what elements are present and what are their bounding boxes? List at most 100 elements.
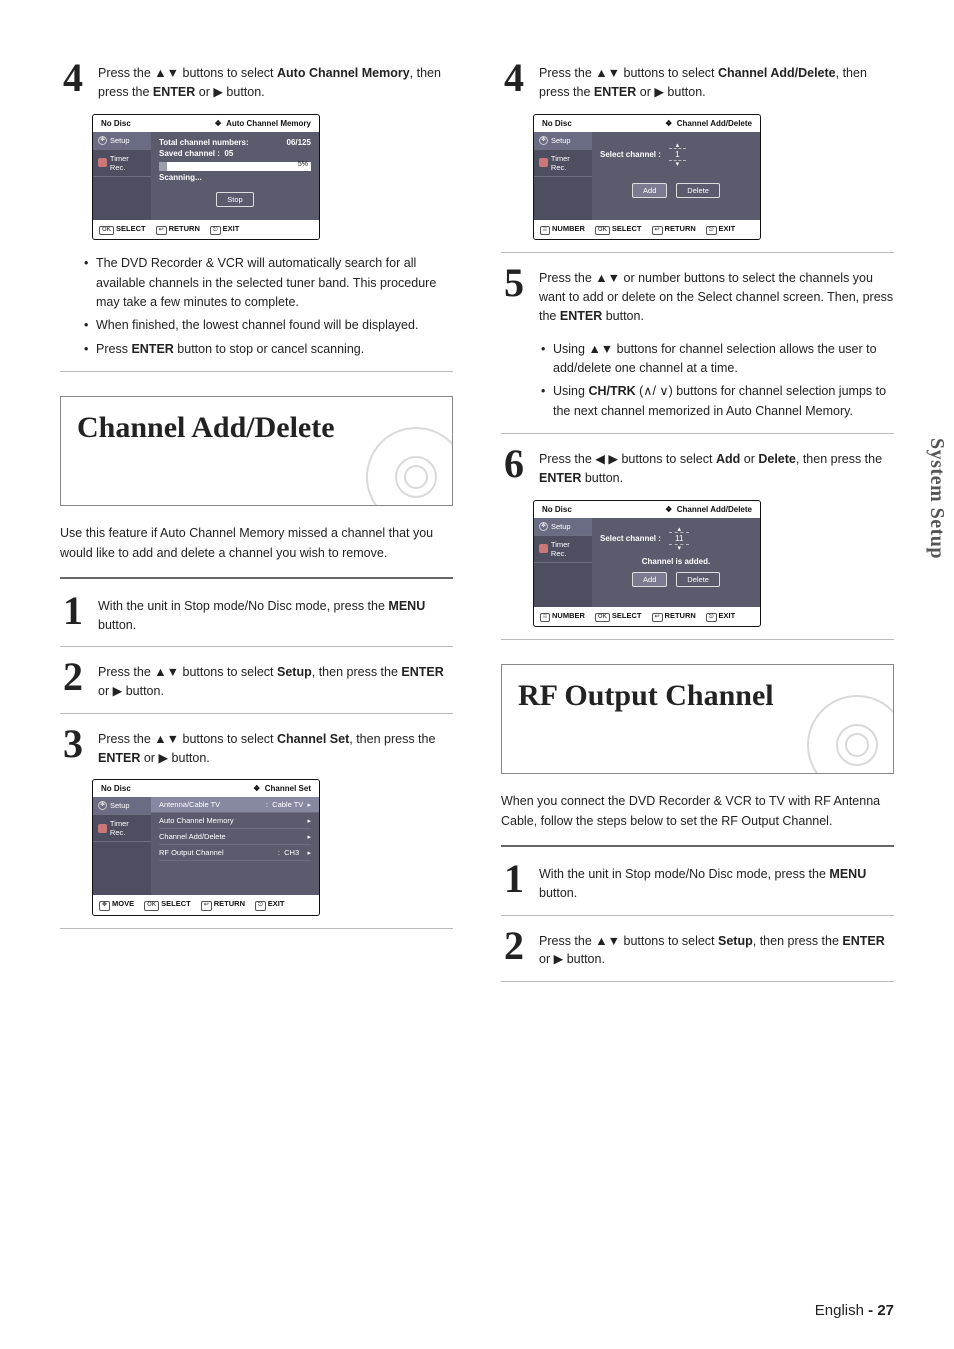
menu-rf-output[interactable]: RF Output Channel : CH3 ▸ — [159, 845, 311, 861]
footer-exit: ⎋EXIT — [210, 224, 239, 236]
status-text: Channel is added. — [642, 557, 710, 566]
text: Press the — [98, 66, 154, 80]
timer-icon — [539, 158, 548, 167]
menu-antenna[interactable]: Antenna/Cable TV : Cable TV ▸ — [151, 797, 319, 813]
label: Select channel : — [600, 534, 661, 543]
osd-channel-set: No Disc ❖ Channel Set ✻Setup Timer Rec. … — [92, 779, 320, 916]
menu-auto-channel[interactable]: Auto Channel Memory▸ — [159, 813, 311, 829]
osd-side-timer: Timer Rec. — [93, 815, 151, 842]
rf-step-2: 2 Press the ▲▼ buttons to select Setup, … — [501, 928, 894, 970]
step5-bullets: Using ▲▼ buttons for channel selection a… — [521, 340, 894, 422]
right-step-4: 4 Press the ▲▼ buttons to select Channel… — [501, 60, 894, 102]
step-body: Press the ▲▼ or number buttons to select… — [539, 265, 894, 325]
step-body: Press the ▲▼ buttons to select Channel S… — [98, 726, 453, 768]
step-number: 6 — [501, 446, 527, 488]
step-number: 4 — [60, 60, 86, 102]
step4-bullets: The DVD Recorder & VCR will automaticall… — [64, 254, 453, 359]
right-column: 4 Press the ▲▼ buttons to select Channel… — [501, 60, 894, 994]
step-body: Press the ▲▼ buttons to select Auto Chan… — [98, 60, 453, 102]
osd-title-right: ❖ Channel Add/Delete — [665, 505, 752, 514]
left-step-1: 1 With the unit in Stop mode/No Disc mod… — [60, 593, 453, 635]
timer-icon — [98, 158, 107, 167]
bullet: The DVD Recorder & VCR will automaticall… — [86, 254, 453, 312]
footer-select: OKSELECT — [144, 899, 191, 911]
bullet: When finished, the lowest channel found … — [86, 316, 453, 335]
value: 06/125 — [287, 138, 311, 147]
osd-title-right: ❖ Channel Set — [253, 784, 311, 793]
delete-button[interactable]: Delete — [676, 572, 720, 587]
footer-return: ↩RETURN — [652, 224, 696, 236]
label: Total channel numbers: — [159, 138, 249, 147]
arrow-icon: ▸ — [307, 833, 311, 841]
step-number: 2 — [501, 928, 527, 970]
step-body: Press the ◀ ▶ buttons to select Add or D… — [539, 446, 894, 488]
footer-return: ↩RETURN — [201, 899, 245, 911]
osd-side-setup: ✻Setup — [93, 132, 151, 150]
left-step-3: 3 Press the ▲▼ buttons to select Channel… — [60, 726, 453, 768]
text: button. — [223, 85, 265, 99]
label: Saved channel : — [159, 149, 220, 158]
step-body: With the unit in Stop mode/No Disc mode,… — [539, 861, 894, 903]
stop-button[interactable]: Stop — [216, 192, 253, 207]
step-body: Press the ▲▼ buttons to select Setup, th… — [98, 659, 453, 701]
arrow-icon: ▸ — [307, 850, 311, 857]
step-body: Press the ▲▼ buttons to select Channel A… — [539, 60, 894, 102]
osd-side-setup: ✻Setup — [534, 518, 592, 536]
footer-return: ↩RETURN — [156, 224, 200, 236]
osd-side-timer: Timer Rec. — [534, 150, 592, 177]
add-button[interactable]: Add — [632, 183, 667, 198]
section-rf-output-channel: RF Output Channel — [501, 664, 894, 774]
osd-title-left: No Disc — [542, 505, 572, 514]
status-text: Scanning... — [159, 173, 202, 182]
progress-percent: 5% — [298, 161, 308, 168]
intro-text: Use this feature if Auto Channel Memory … — [60, 524, 453, 563]
progress-bar: 5% — [159, 162, 311, 171]
channel-number[interactable]: ▴ 11 ▾ — [669, 532, 689, 545]
timer-icon — [98, 824, 107, 833]
osd-title-left: No Disc — [101, 784, 131, 793]
osd-title-left: No Disc — [101, 119, 131, 128]
delete-button[interactable]: Delete — [676, 183, 720, 198]
down-arrow-icon: ▾ — [678, 544, 682, 552]
left-step-4: 4 Press the ▲▼ buttons to select Auto Ch… — [60, 60, 453, 102]
play-glyph: ▶ — [213, 85, 223, 99]
bold: Auto Channel Memory — [277, 66, 410, 80]
osd-side-setup: ✻Setup — [93, 797, 151, 815]
add-button[interactable]: Add — [632, 572, 667, 587]
gear-icon: ✻ — [98, 801, 107, 810]
step-body: Press the ▲▼ buttons to select Setup, th… — [539, 928, 894, 970]
osd-channel-add-delete-2: No Disc ❖ Channel Add/Delete ✻Setup Time… — [533, 500, 761, 628]
footer-page-number: 27 — [877, 1302, 894, 1319]
step-number: 3 — [60, 726, 86, 768]
arrow-glyphs: ▲▼ — [154, 66, 179, 80]
step-number: 5 — [501, 265, 527, 325]
label: Select channel : — [600, 150, 661, 159]
footer-exit: ⎋EXIT — [706, 224, 735, 236]
gear-icon: ✻ — [539, 522, 548, 531]
bold: ENTER — [153, 85, 195, 99]
footer-number: ⁞⁞NUMBER — [540, 224, 585, 236]
step-number: 1 — [60, 593, 86, 635]
bullet: Using CH/TRK (∧/ ∨) buttons for channel … — [543, 382, 894, 421]
channel-number[interactable]: ▴ 1 ▾ — [669, 148, 685, 161]
bullet: Press ENTER button to stop or cancel sca… — [86, 340, 453, 359]
gear-icon: ✻ — [98, 136, 107, 145]
footer-select: OKSELECT — [99, 224, 146, 236]
text: or — [195, 85, 213, 99]
step-number: 1 — [501, 861, 527, 903]
footer-number: ⁞⁞NUMBER — [540, 611, 585, 623]
left-step-2: 2 Press the ▲▼ buttons to select Setup, … — [60, 659, 453, 701]
footer-select: OKSELECT — [595, 224, 642, 236]
arrow-icon: ▸ — [307, 802, 311, 809]
side-tab: System Setup — [919, 430, 954, 567]
timer-icon — [539, 544, 548, 553]
gear-icon: ✻ — [539, 136, 548, 145]
right-step-6: 6 Press the ◀ ▶ buttons to select Add or… — [501, 446, 894, 488]
page-footer: English - 27 — [815, 1302, 894, 1319]
footer-exit: ⎋EXIT — [706, 611, 735, 623]
up-arrow-icon: ▴ — [678, 525, 682, 533]
text: buttons to select — [179, 66, 277, 80]
menu-channel-add-delete[interactable]: Channel Add/Delete▸ — [159, 829, 311, 845]
step-body: With the unit in Stop mode/No Disc mode,… — [98, 593, 453, 635]
footer-return: ↩RETURN — [652, 611, 696, 623]
